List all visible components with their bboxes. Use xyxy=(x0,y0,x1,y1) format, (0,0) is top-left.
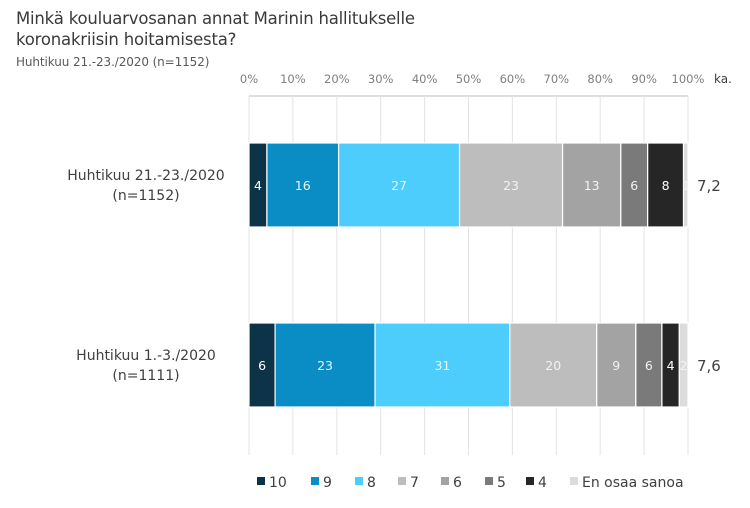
legend-item: 8 xyxy=(355,475,376,491)
bar-segment-label: 16 xyxy=(295,178,311,193)
bar-segment-label: 6 xyxy=(630,178,638,193)
legend-swatch xyxy=(570,477,578,485)
bar-segment-label: 1 xyxy=(682,178,690,193)
bar-segment xyxy=(678,322,689,408)
category-label: Huhtikuu 21.-23./2020 xyxy=(67,168,224,184)
x-tick-label: 100% xyxy=(672,72,705,86)
bars: 4 16 27 23 13 6 8 16 23 31 20 9 6 4 2 xyxy=(248,142,690,408)
category-labels: Huhtikuu 21.-23./2020 (n=1152) Huhtikuu 1.… xyxy=(67,168,224,384)
chart-subtitle: Huhtikuu 21.-23./2020 (n=1152) xyxy=(16,55,210,69)
legend-swatch xyxy=(355,477,363,485)
average-value: 7,2 xyxy=(697,177,721,195)
x-tick-label: 90% xyxy=(631,72,657,86)
x-axis-ticks: 0% 10% 20% 30% 40% 50% 60% 70% 80% 90% 100% xyxy=(240,72,705,86)
legend-label: 4 xyxy=(538,475,547,491)
legend-item: 7 xyxy=(398,475,419,491)
x-tick-label: 20% xyxy=(324,72,350,86)
legend-item: 4 xyxy=(526,475,547,491)
category-sample-label: (n=1111) xyxy=(112,368,179,384)
bar-segment-label: 13 xyxy=(584,178,600,193)
legend-item: 9 xyxy=(311,475,332,491)
bar-row: 4 16 27 23 13 6 8 1 xyxy=(248,142,690,228)
chart-title-line2: koronakriisin hoitamisesta? xyxy=(16,30,237,49)
bar-segment-label: 4 xyxy=(254,178,262,193)
legend-item: 6 xyxy=(441,475,462,491)
bar-segment-label: 31 xyxy=(434,358,450,373)
legend-label: 8 xyxy=(367,475,376,491)
bar-segment-label: 8 xyxy=(662,178,670,193)
legend-label: 7 xyxy=(410,475,419,491)
legend-item: En osaa sanoa xyxy=(570,475,684,491)
chart-title: Minkä kouluarvosanan annat Marinin halli… xyxy=(16,8,415,50)
bar-segment-label: 6 xyxy=(258,358,266,373)
bar-segment xyxy=(266,142,340,228)
legend-swatch xyxy=(311,477,319,485)
average-value: 7,6 xyxy=(697,357,721,375)
x-tick-label: 80% xyxy=(587,72,613,86)
bar-segment xyxy=(248,322,276,408)
x-tick-label: 30% xyxy=(368,72,394,86)
legend: 10 9 8 7 6 5 4 En osaa sanoa xyxy=(257,475,684,491)
bar-segment xyxy=(274,322,376,408)
bar-segment-label: 27 xyxy=(391,178,407,193)
bar-segment xyxy=(635,322,663,408)
legend-swatch xyxy=(257,477,265,485)
bar-segment-label: 2 xyxy=(680,358,688,373)
bar-segment-label: 20 xyxy=(545,358,561,373)
legend-label: 10 xyxy=(269,475,287,491)
average-values: 7,2 7,6 xyxy=(697,177,721,375)
bar-segment xyxy=(596,322,637,408)
x-tick-label: 50% xyxy=(456,72,482,86)
category-sample-label: (n=1152) xyxy=(112,188,179,204)
legend-label: 6 xyxy=(453,475,462,491)
legend-item: 10 xyxy=(257,475,287,491)
legend-label: 9 xyxy=(323,475,332,491)
bar-segment-label: 23 xyxy=(503,178,519,193)
x-tick-label: 10% xyxy=(280,72,306,86)
legend-swatch xyxy=(485,477,493,485)
bar-segment xyxy=(647,142,685,228)
legend-item: 5 xyxy=(485,475,506,491)
average-column-header: ka. xyxy=(714,72,732,86)
legend-swatch xyxy=(398,477,406,485)
bar-segment xyxy=(374,322,511,408)
bar-segment xyxy=(458,142,564,228)
legend-label: En osaa sanoa xyxy=(582,475,684,491)
category-label: Huhtikuu 1.-3./2020 xyxy=(76,348,216,364)
x-tick-label: 70% xyxy=(544,72,570,86)
legend-label: 5 xyxy=(497,475,506,491)
legend-swatch xyxy=(526,477,534,485)
bar-row: 6 23 31 20 9 6 4 2 xyxy=(248,322,689,408)
bar-segment xyxy=(337,142,461,228)
x-tick-label: 40% xyxy=(412,72,438,86)
bar-segment-label: 23 xyxy=(317,358,333,373)
bar-segment xyxy=(682,142,689,228)
x-tick-label: 0% xyxy=(240,72,258,86)
bar-segment-label: 6 xyxy=(645,358,653,373)
x-tick-label: 60% xyxy=(500,72,526,86)
bar-segment-label: 9 xyxy=(612,358,620,373)
chart-title-line1: Minkä kouluarvosanan annat Marinin halli… xyxy=(16,9,415,28)
bar-segment-label: 4 xyxy=(667,358,675,373)
legend-swatch xyxy=(441,477,449,485)
